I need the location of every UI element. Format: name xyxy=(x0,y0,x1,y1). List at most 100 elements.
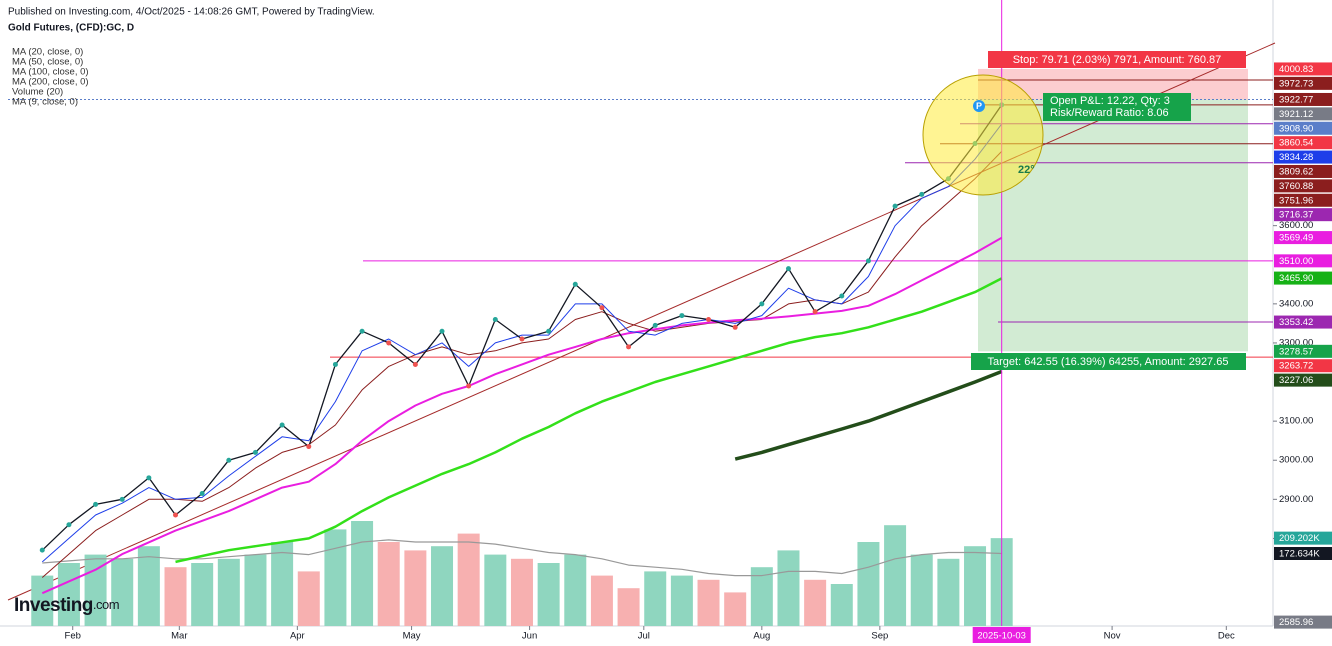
close-point xyxy=(252,449,258,455)
close-point xyxy=(732,324,738,330)
x-tick-label: Mar xyxy=(171,631,187,642)
x-tick-label: Jun xyxy=(522,631,537,642)
logo-main: Investing xyxy=(14,595,93,616)
close-point xyxy=(119,496,125,502)
legend-entry: MA (100, close, 0) xyxy=(12,67,89,78)
price-tag xyxy=(1274,344,1332,358)
volume-ma-line xyxy=(42,539,1002,577)
close-point xyxy=(812,309,818,315)
marker-label: P xyxy=(976,101,982,111)
stop-label-box xyxy=(988,51,1246,68)
close-point xyxy=(359,328,365,334)
x-tick-label: May xyxy=(403,631,421,642)
angle-label: 22° xyxy=(1018,164,1035,176)
y-tick-label: 3400.00 xyxy=(1279,298,1313,309)
target-label: Target: 642.55 (16.39%) 64255, Amount: 2… xyxy=(988,356,1229,368)
volume-bar xyxy=(191,563,214,626)
price-tag-label: 3278.57 xyxy=(1279,346,1313,357)
close-point xyxy=(306,444,312,450)
x-tick-label: Feb xyxy=(65,631,81,642)
price-tag xyxy=(1274,76,1332,90)
legend-entry: MA (50, close, 0) xyxy=(12,57,83,68)
close-point xyxy=(572,281,578,287)
close-point xyxy=(173,512,179,518)
volume-bar xyxy=(644,571,667,626)
logo-suffix: .com xyxy=(93,597,119,612)
price-tag-label: 3922.77 xyxy=(1279,94,1313,105)
stop-label: Stop: 79.71 (2.03%) 7971, Amount: 760.87 xyxy=(1013,54,1222,66)
x-tick-label: Aug xyxy=(753,631,770,642)
close-point xyxy=(466,383,472,389)
volume-bar xyxy=(297,571,320,626)
volume-bar xyxy=(31,575,54,626)
volume-bar xyxy=(137,546,160,626)
volume-bar xyxy=(857,542,880,626)
price-tag xyxy=(1274,373,1332,387)
volume-bar xyxy=(804,579,827,626)
close-point xyxy=(439,328,445,334)
marker-badge xyxy=(973,100,985,112)
close-point xyxy=(386,340,392,346)
front-layer: Feb Mar Apr May Jun Jul Aug Sep 2025-10-03 Nov Dec… xyxy=(12,0,1332,643)
price-tag-label: 3263.72 xyxy=(1279,361,1313,372)
close-point xyxy=(785,266,791,272)
close-point xyxy=(839,293,845,299)
chart-title: Gold Futures, (CFD):GC, D xyxy=(8,23,134,34)
y-tick-label: 2900.00 xyxy=(1279,494,1313,505)
close-point xyxy=(226,457,232,463)
legend-entry: MA (9, close, 0) xyxy=(12,97,78,108)
legend-entry: MA (200, close, 0) xyxy=(12,77,89,88)
volume-bar xyxy=(937,558,960,626)
close-point xyxy=(146,475,152,481)
target-label-box xyxy=(971,353,1246,370)
ma-line xyxy=(41,236,1003,595)
price-tag xyxy=(1274,164,1332,178)
price-tag-label: 3860.54 xyxy=(1279,138,1313,149)
highlight-circle xyxy=(922,74,1044,196)
ma-line xyxy=(175,277,1003,564)
y-tick-label: 3000.00 xyxy=(1279,455,1313,466)
price-tag-label: 3510.00 xyxy=(1279,256,1313,267)
volume-bar xyxy=(910,554,933,626)
legend-entry: Volume (20) xyxy=(12,87,63,98)
close-point xyxy=(519,336,525,342)
volume-bar xyxy=(217,558,240,626)
volume-bar xyxy=(537,563,560,626)
volume-bar xyxy=(404,550,427,626)
x-tick-label: Dec xyxy=(1218,631,1235,642)
volume-bar xyxy=(750,567,773,626)
volume-bar xyxy=(670,575,693,626)
price-tag xyxy=(1274,179,1332,193)
price-tag-label: 3751.96 xyxy=(1279,195,1313,206)
volume-bar xyxy=(244,554,267,626)
legend-entry: MA (20, close, 0) xyxy=(12,47,83,58)
close-point xyxy=(599,305,605,311)
close-point xyxy=(199,490,205,496)
volume-bar xyxy=(164,567,187,626)
volume-bar xyxy=(324,529,347,626)
price-tag xyxy=(1274,615,1332,629)
ma-line xyxy=(734,369,1003,461)
volume-bar xyxy=(510,558,533,626)
price-tag xyxy=(1274,208,1332,222)
x-tick-label: Jul xyxy=(638,631,650,642)
price-tag xyxy=(1274,271,1332,285)
price-tag-label: 4000.83 xyxy=(1279,64,1313,75)
price-tag xyxy=(1274,254,1332,268)
price-tag xyxy=(1274,231,1332,245)
close-point xyxy=(865,258,871,264)
volume-bar xyxy=(564,554,587,626)
price-tag-label: 2585.96 xyxy=(1279,617,1313,628)
volume-bar xyxy=(590,575,613,626)
price-tag xyxy=(1274,193,1332,207)
close-point xyxy=(679,313,685,319)
published-note: Published on Investing.com, 4/Oct/2025 -… xyxy=(8,7,375,18)
volume-bar xyxy=(884,525,907,626)
volume-tag-label: 209.202K xyxy=(1279,533,1320,544)
price-tag-label: 3760.88 xyxy=(1279,181,1313,192)
price-tag-label: 3569.49 xyxy=(1279,233,1313,244)
price-tag-label: 3834.28 xyxy=(1279,152,1313,163)
price-tag-label: 3716.37 xyxy=(1279,210,1313,221)
close-point xyxy=(93,501,99,507)
close-point xyxy=(892,203,898,209)
